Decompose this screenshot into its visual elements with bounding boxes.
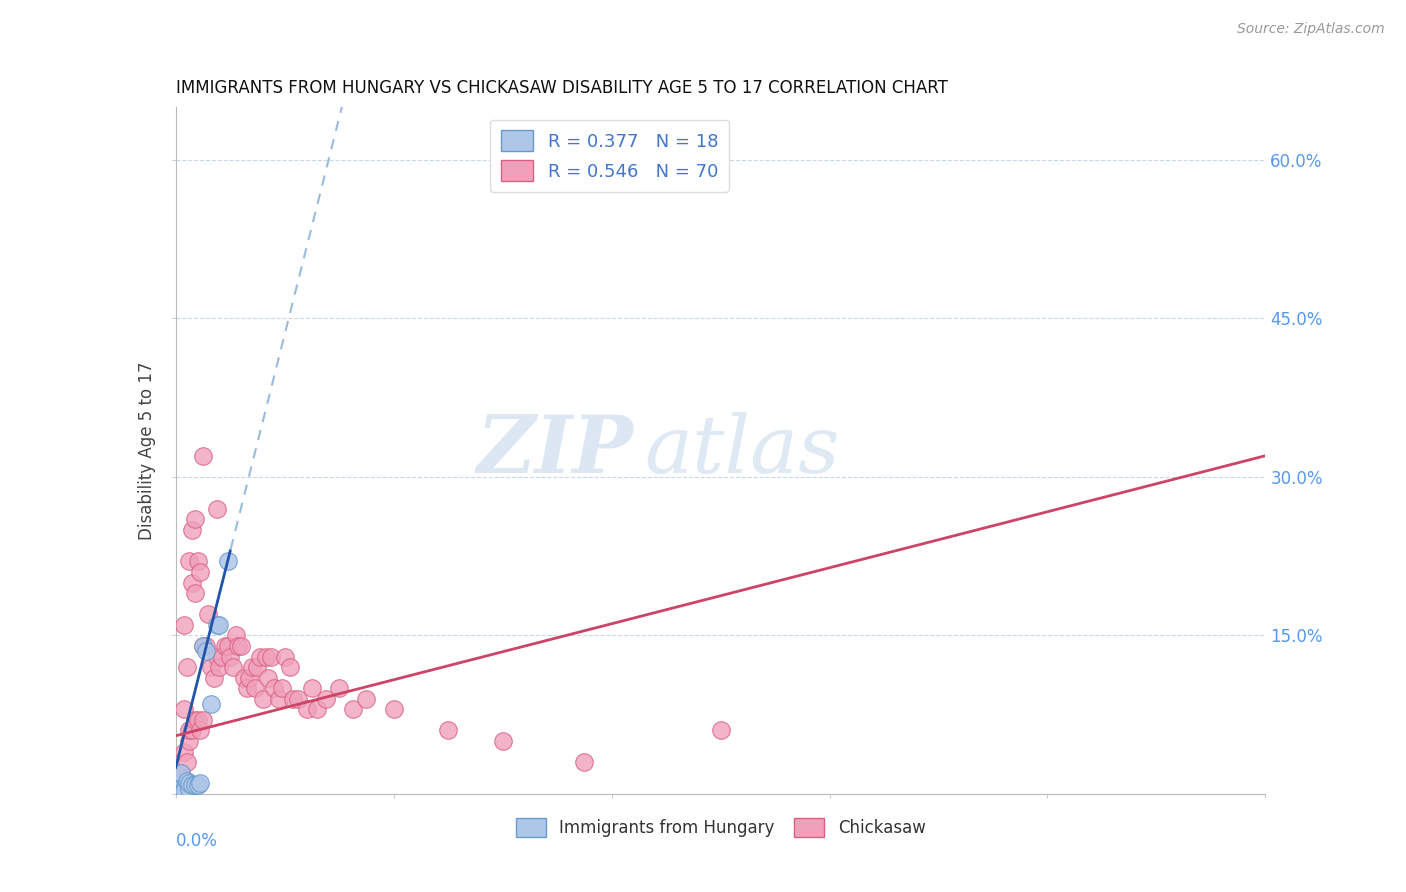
- Point: [188, 723, 211, 738]
- Point: [307, 702, 329, 716]
- Point: [281, 691, 304, 706]
- Point: [219, 649, 242, 664]
- Point: [228, 639, 250, 653]
- Point: [315, 691, 337, 706]
- Point: [205, 501, 228, 516]
- Point: [238, 671, 260, 685]
- Point: [269, 691, 291, 706]
- Point: [301, 681, 323, 696]
- Point: [200, 660, 222, 674]
- Point: [186, 779, 209, 793]
- Text: atlas: atlas: [644, 412, 839, 489]
- Text: Source: ZipAtlas.com: Source: ZipAtlas.com: [1237, 22, 1385, 37]
- Point: [194, 644, 217, 658]
- Point: [437, 723, 460, 738]
- Point: [170, 771, 193, 785]
- Point: [186, 713, 209, 727]
- Point: [176, 660, 198, 674]
- Point: [211, 649, 233, 664]
- Point: [342, 702, 364, 716]
- Point: [257, 671, 280, 685]
- Point: [176, 755, 198, 769]
- Point: [179, 734, 201, 748]
- Point: [271, 681, 294, 696]
- Point: [710, 723, 733, 738]
- Point: [197, 607, 219, 622]
- Point: [179, 554, 201, 568]
- Point: [246, 660, 269, 674]
- Point: [202, 671, 225, 685]
- Point: [184, 713, 207, 727]
- Point: [173, 617, 195, 632]
- Point: [184, 779, 207, 793]
- Point: [194, 639, 217, 653]
- Point: [274, 649, 297, 664]
- Y-axis label: Disability Age 5 to 17: Disability Age 5 to 17: [138, 361, 156, 540]
- Point: [184, 586, 207, 600]
- Point: [205, 649, 228, 664]
- Point: [232, 671, 254, 685]
- Point: [278, 660, 301, 674]
- Point: [356, 691, 378, 706]
- Point: [191, 449, 214, 463]
- Point: [254, 649, 277, 664]
- Point: [295, 702, 318, 716]
- Point: [188, 565, 211, 579]
- Point: [225, 628, 247, 642]
- Point: [191, 639, 214, 653]
- Point: [179, 781, 201, 796]
- Point: [186, 554, 209, 568]
- Point: [214, 639, 236, 653]
- Point: [235, 681, 257, 696]
- Point: [170, 765, 193, 780]
- Point: [181, 523, 204, 537]
- Point: [208, 617, 231, 632]
- Point: [287, 691, 309, 706]
- Point: [252, 691, 274, 706]
- Point: [181, 575, 204, 590]
- Point: [191, 639, 214, 653]
- Text: 0.0%: 0.0%: [176, 831, 218, 850]
- Point: [263, 681, 285, 696]
- Text: ZIP: ZIP: [477, 412, 633, 489]
- Point: [205, 617, 228, 632]
- Point: [200, 697, 222, 711]
- Point: [179, 776, 201, 790]
- Point: [231, 639, 253, 653]
- Point: [173, 783, 195, 797]
- Point: [167, 776, 190, 790]
- Point: [181, 779, 204, 793]
- Point: [191, 713, 214, 727]
- Point: [208, 660, 231, 674]
- Point: [492, 734, 515, 748]
- Point: [240, 660, 263, 674]
- Point: [173, 745, 195, 759]
- Point: [173, 781, 195, 796]
- Point: [328, 681, 350, 696]
- Point: [260, 649, 283, 664]
- Point: [167, 776, 190, 790]
- Point: [176, 774, 198, 789]
- Point: [181, 723, 204, 738]
- Text: IMMIGRANTS FROM HUNGARY VS CHICKASAW DISABILITY AGE 5 TO 17 CORRELATION CHART: IMMIGRANTS FROM HUNGARY VS CHICKASAW DIS…: [176, 79, 948, 97]
- Point: [243, 681, 266, 696]
- Point: [222, 660, 245, 674]
- Point: [173, 702, 195, 716]
- Point: [184, 512, 207, 526]
- Point: [574, 755, 596, 769]
- Point: [170, 781, 193, 796]
- Point: [179, 723, 201, 738]
- Legend: Immigrants from Hungary, Chickasaw: Immigrants from Hungary, Chickasaw: [509, 812, 932, 844]
- Point: [382, 702, 405, 716]
- Point: [170, 765, 193, 780]
- Point: [217, 639, 239, 653]
- Point: [249, 649, 271, 664]
- Point: [217, 554, 239, 568]
- Point: [188, 776, 211, 790]
